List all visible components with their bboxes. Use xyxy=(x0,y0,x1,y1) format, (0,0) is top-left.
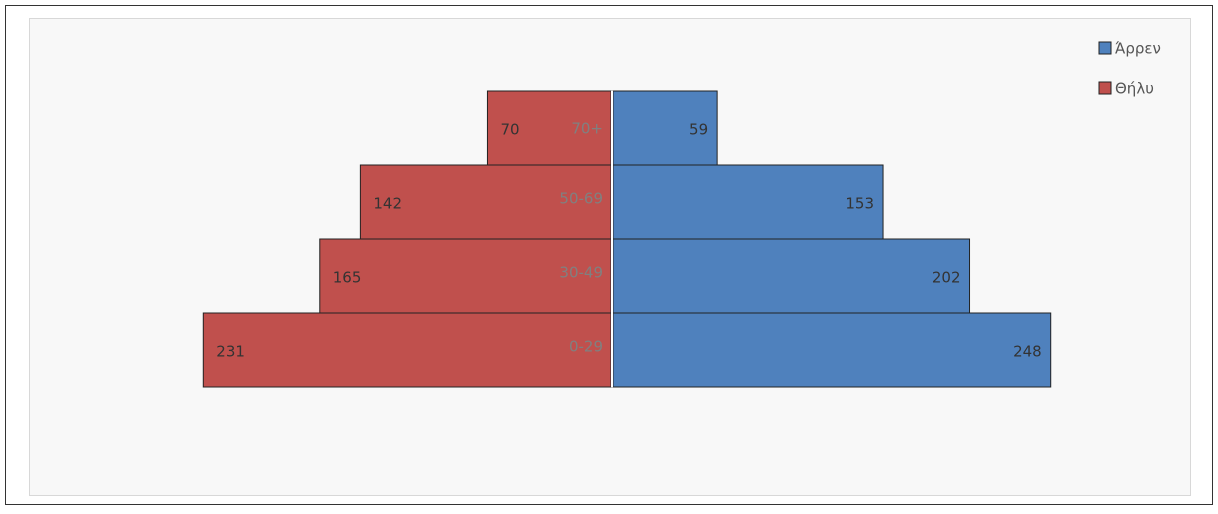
bar xyxy=(612,90,718,166)
data-label: 153 xyxy=(845,195,874,213)
legend-swatch xyxy=(1098,41,1112,55)
data-label: 202 xyxy=(932,269,961,287)
legend-swatch xyxy=(1098,81,1112,95)
bar xyxy=(612,312,1052,388)
data-label: 165 xyxy=(333,269,362,287)
category-label: 50-69 xyxy=(559,190,603,208)
data-label: 59 xyxy=(689,121,708,139)
legend-label: Άρρεν xyxy=(1115,40,1161,58)
category-label: 70+ xyxy=(571,120,603,138)
category-label: 30-49 xyxy=(559,264,603,282)
data-label: 248 xyxy=(1013,343,1042,361)
category-label: 0-29 xyxy=(569,338,603,356)
legend-label: Θήλυ xyxy=(1115,80,1154,98)
data-label: 70 xyxy=(500,121,519,139)
data-label: 142 xyxy=(373,195,402,213)
bar xyxy=(612,164,884,240)
bar xyxy=(319,238,612,314)
bar xyxy=(202,312,612,388)
bar xyxy=(359,164,612,240)
bar xyxy=(486,90,612,166)
bar xyxy=(612,238,971,314)
data-label: 231 xyxy=(216,343,245,361)
